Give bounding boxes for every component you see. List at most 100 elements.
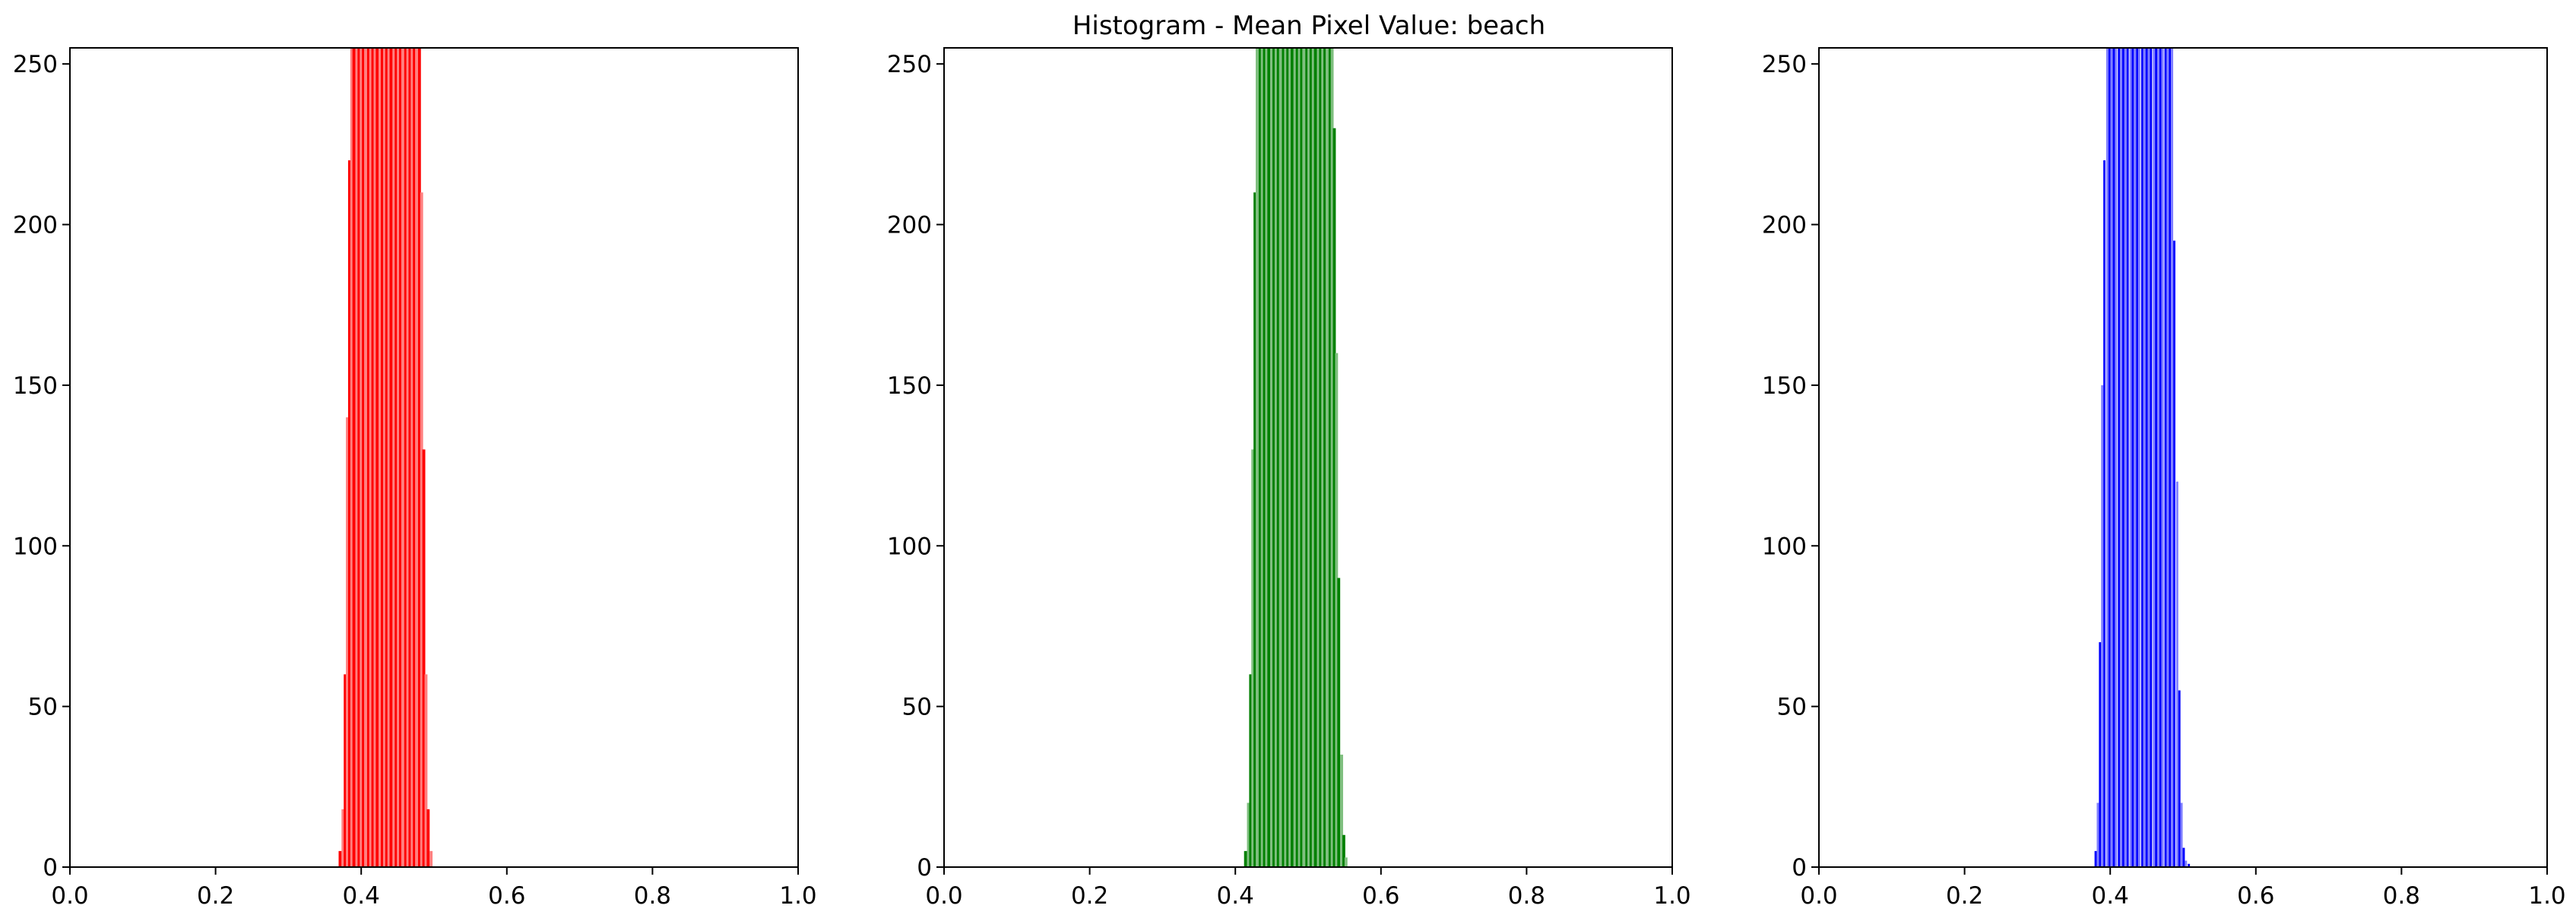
blue-histogram-bar [2175, 481, 2178, 867]
green-y-tick-label: 0 [917, 854, 932, 882]
green-histogram-bar [1295, 48, 1299, 867]
red-histogram-bar [364, 48, 367, 867]
red-histogram-bar [375, 48, 379, 867]
green-x-tick-label: 0.2 [1071, 882, 1108, 910]
red-histogram-bar [399, 48, 402, 867]
blue-histogram-bar [2140, 48, 2143, 867]
blue-histogram-bar [2129, 48, 2132, 867]
red-y-tick-label: 100 [13, 533, 58, 560]
blue-histogram-bar [2166, 48, 2169, 867]
blue-x-tick-label: 0.8 [2383, 882, 2420, 910]
red-histogram-bar [389, 48, 393, 867]
red-x-tick-label: 0.6 [488, 882, 525, 910]
red-histogram-bar [357, 48, 361, 867]
blue-y-tick-label: 100 [1762, 533, 1807, 560]
red-histogram-bar [429, 850, 433, 867]
blue-histogram-bar [2138, 48, 2140, 867]
blue-histogram-bar [2180, 802, 2183, 867]
green-y-tick-label: 100 [887, 533, 932, 560]
blue-histogram-panel: 0.0 0.2 0.4 0.6 0.8 1.0 0 50 100 150 200 250 [1762, 47, 2566, 910]
red-histogram-bar [394, 48, 398, 867]
blue-histogram-bar [2171, 48, 2174, 867]
red-histogram-bar [360, 48, 363, 867]
blue-y-tick-label: 250 [1762, 51, 1807, 78]
blue-histogram-bar [2155, 48, 2157, 867]
green-histogram-bar [1298, 48, 1301, 867]
red-histogram-bar [382, 48, 386, 867]
green-histogram-bar [1328, 48, 1332, 867]
blue-histogram-bar [2112, 48, 2115, 867]
blue-histogram-bar [2173, 240, 2175, 867]
red-histogram-bar [341, 809, 345, 867]
blue-histogram-bar [2164, 48, 2167, 867]
green-histogram-bar [1282, 48, 1285, 867]
green-histogram-bar [1344, 857, 1348, 867]
green-y-tick-label: 50 [902, 694, 932, 721]
green-histogram-bar [1276, 48, 1280, 867]
blue-x-tick-label: 0.6 [2237, 882, 2274, 910]
red-histogram-bar [350, 48, 353, 867]
red-histogram-bar [355, 48, 359, 867]
red-histogram-bar [347, 160, 351, 867]
blue-histogram-bar [2105, 48, 2109, 867]
green-histogram-bar [1258, 48, 1262, 867]
red-histogram-panel: 0.0 0.2 0.4 0.6 0.8 1.0 0 50 100 150 200 250 [13, 47, 817, 910]
red-histogram-bar [338, 850, 342, 867]
green-histogram-bar [1309, 48, 1313, 867]
red-y-tick-label: 250 [13, 51, 58, 78]
red-histogram-bar [413, 48, 417, 867]
blue-histogram-bar [2122, 48, 2124, 867]
red-y-tick-label: 50 [28, 694, 58, 721]
red-histogram-bar [410, 48, 414, 867]
blue-histogram-bar [2118, 48, 2121, 867]
blue-histogram-bar [2150, 48, 2153, 867]
blue-x-tick-label: 0.4 [2092, 882, 2129, 910]
green-histogram-bar [1263, 48, 1266, 867]
green-histogram-bar [1321, 48, 1325, 867]
blue-x-tick-label: 0.2 [1946, 882, 1983, 910]
blue-histogram-bar [2185, 860, 2188, 867]
blue-histogram-bar [2101, 385, 2104, 867]
blue-x-tick-label: 1.0 [2528, 882, 2565, 910]
green-histogram-panel: 0.0 0.2 0.4 0.6 0.8 1.0 0 50 100 150 200 250 [887, 47, 1691, 910]
green-histogram-bar [1256, 48, 1259, 867]
red-histogram-bar [379, 48, 382, 867]
blue-histogram-bar [2134, 48, 2137, 867]
blue-histogram-bar [2120, 48, 2122, 867]
red-histogram-bar [366, 48, 370, 867]
blue-y-tick-label: 200 [1762, 212, 1807, 239]
blue-y-tick-label: 0 [1792, 854, 1807, 882]
blue-axes-frame [1818, 47, 2548, 868]
red-histogram-bar [424, 674, 428, 867]
red-histogram-bar [404, 48, 407, 867]
red-histogram-bar [373, 48, 377, 867]
red-y-tick-label: 150 [13, 372, 58, 400]
green-histogram-bar [1302, 48, 1306, 867]
red-histogram-bar [415, 48, 418, 867]
green-histogram-bar [1272, 48, 1275, 867]
blue-histogram-bar [2110, 48, 2113, 867]
red-x-tick-label: 1.0 [779, 882, 816, 910]
red-histogram-bar [387, 48, 391, 867]
green-histogram-bar [1305, 48, 1308, 867]
green-histogram-bar [1342, 834, 1345, 867]
red-histogram-bar [385, 48, 388, 867]
green-histogram-bar [1332, 128, 1336, 867]
red-x-tick-label: 0.2 [197, 882, 234, 910]
red-histogram-bar [406, 48, 410, 867]
blue-x-tick-label: 0.0 [1800, 882, 1837, 910]
green-histogram-bar [1278, 48, 1282, 867]
green-histogram-bar [1300, 48, 1304, 867]
figure-title: Histogram - Mean Pixel Value: beach [1073, 11, 1545, 41]
blue-histogram-bar [2182, 847, 2185, 867]
green-histogram-bar [1249, 674, 1253, 867]
blue-histogram-bar [2161, 48, 2164, 867]
blue-histogram-bar [2153, 48, 2156, 867]
green-histogram-bar [1267, 48, 1271, 867]
blue-histogram-bar [2156, 48, 2159, 867]
green-histogram-bar [1340, 755, 1343, 867]
red-histogram-bar [362, 48, 365, 867]
blue-histogram-bar [2147, 48, 2150, 867]
red-y-tick-label: 0 [43, 854, 58, 882]
